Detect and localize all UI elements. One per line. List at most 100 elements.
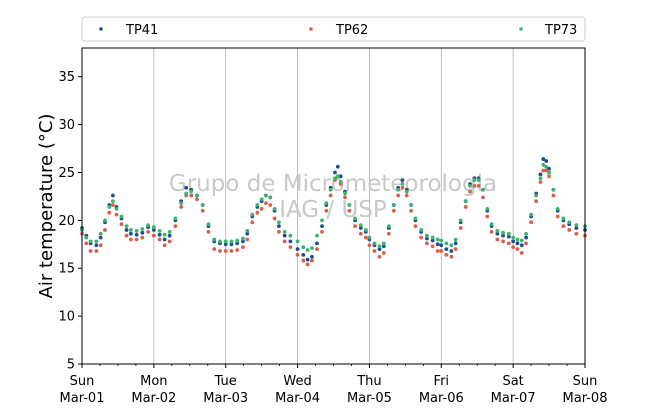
point-tp73	[250, 212, 255, 217]
point-tp41	[282, 233, 287, 238]
x-tick-date-2: Mar-03	[203, 391, 248, 406]
point-tp62	[301, 258, 306, 263]
x-tick-day-6: Sat	[502, 374, 523, 389]
point-tp73	[363, 228, 368, 232]
point-tp73	[338, 180, 343, 184]
point-tp62	[501, 239, 505, 244]
point-tp73	[501, 230, 505, 235]
point-tp62	[119, 222, 124, 227]
point-tp41	[338, 174, 343, 179]
x-tick-date-1: Mar-02	[131, 391, 176, 406]
point-tp41	[335, 164, 340, 169]
point-tp73	[506, 231, 511, 236]
point-tp62	[272, 216, 277, 221]
point-tp41	[128, 231, 133, 236]
point-tp73	[541, 162, 546, 167]
point-tp62	[363, 235, 368, 240]
point-tp62	[419, 235, 424, 240]
point-tp62	[449, 254, 454, 259]
point-tp41	[400, 178, 405, 183]
point-tp73	[328, 187, 333, 192]
point-tp73	[335, 174, 340, 179]
point-tp73	[98, 231, 103, 236]
x-tick-date-4: Mar-05	[347, 391, 392, 406]
point-tp62	[372, 249, 377, 253]
point-tp62	[439, 249, 444, 253]
point-tp62	[472, 183, 477, 188]
point-tp73	[476, 178, 481, 183]
point-tp41	[453, 241, 458, 246]
point-tp41	[241, 239, 245, 244]
point-tp62	[529, 220, 534, 225]
legend-label-tp62: TP62	[335, 23, 368, 38]
point-tp73	[425, 233, 429, 238]
point-tp62	[468, 189, 472, 194]
legend: TP41 TP62 TP73	[81, 16, 586, 42]
point-tp73	[94, 239, 99, 244]
point-tp62	[276, 229, 281, 234]
point-tp41	[288, 239, 293, 244]
x-tick-day-3: Wed	[283, 374, 311, 389]
point-tp41	[111, 193, 115, 198]
x-tick-date-3: Mar-04	[275, 391, 320, 406]
point-tp62	[404, 193, 409, 198]
point-tp41	[547, 166, 551, 171]
legend-frame	[81, 16, 586, 42]
point-tp73	[489, 222, 494, 227]
point-tp62	[413, 224, 418, 229]
point-tp73	[107, 205, 112, 209]
point-tp73	[567, 220, 572, 225]
x-tick-day-4: Thu	[356, 374, 381, 389]
point-tp73	[103, 218, 107, 223]
point-tp62	[94, 249, 99, 253]
point-tp73	[515, 237, 520, 242]
point-tp62	[124, 233, 129, 238]
point-tp41	[167, 233, 172, 238]
point-tp41	[276, 224, 281, 229]
point-tp41	[223, 242, 228, 247]
x-tick-day-5: Fri	[434, 374, 450, 389]
point-tp73	[547, 170, 551, 175]
legend-label-tp73: TP73	[544, 23, 577, 38]
point-tp62	[295, 252, 300, 257]
point-tp73	[333, 176, 337, 181]
point-tp62	[409, 208, 414, 213]
point-tp62	[425, 241, 429, 246]
point-tp62	[524, 241, 528, 246]
point-tp62	[315, 247, 319, 251]
point-tp62	[162, 243, 167, 248]
point-tp73	[409, 203, 414, 207]
point-tp41	[511, 239, 516, 244]
point-tp73	[282, 229, 287, 234]
point-tp73	[195, 193, 199, 198]
point-tp73	[463, 199, 468, 204]
point-tp62	[255, 210, 260, 215]
point-tp41	[98, 235, 103, 240]
point-tp62	[544, 168, 549, 173]
point-tp73	[295, 239, 300, 244]
point-tp62	[324, 208, 329, 213]
point-tp73	[481, 187, 485, 192]
point-tp41	[157, 232, 162, 237]
point-tp62	[400, 185, 405, 190]
point-tp41	[435, 242, 440, 247]
point-tp73	[119, 214, 124, 219]
point-tp41	[134, 232, 139, 237]
point-tp62	[358, 231, 363, 236]
point-tp73	[259, 197, 264, 202]
legend-label-tp41: TP41	[125, 23, 158, 38]
legend-marker-tp62	[309, 27, 313, 31]
y-tick-label-10: 10	[58, 310, 75, 325]
point-tp62	[189, 193, 194, 198]
point-tp73	[206, 222, 211, 227]
point-tp73	[179, 201, 184, 206]
point-tp41	[524, 235, 528, 240]
point-tp41	[519, 243, 524, 248]
point-tp62	[328, 193, 333, 198]
series-tp73	[80, 162, 587, 252]
point-tp62	[195, 197, 199, 202]
point-tp41	[245, 231, 250, 236]
point-tp41	[449, 249, 454, 253]
x-tick-day-2: Tue	[214, 374, 237, 389]
point-tp41	[381, 244, 386, 249]
